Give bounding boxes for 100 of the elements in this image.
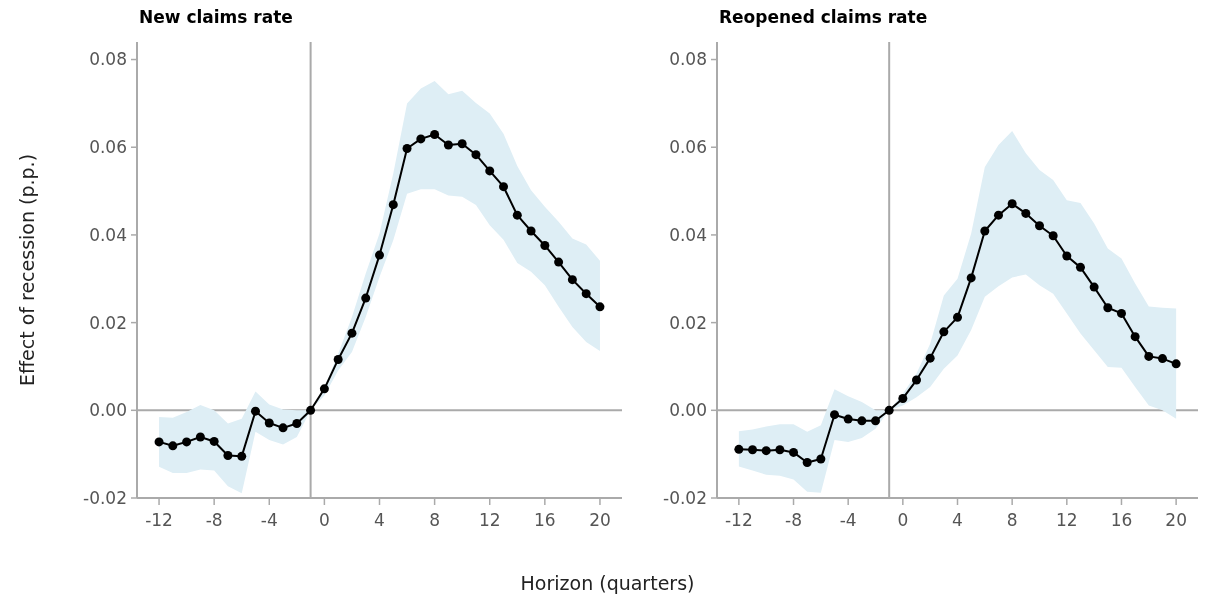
x-tick-label: 20 xyxy=(1165,510,1187,530)
point xyxy=(775,445,785,455)
x-tick-label: -8 xyxy=(785,510,802,530)
x-axis-title: Horizon (quarters) xyxy=(520,572,695,594)
point xyxy=(443,140,453,150)
point xyxy=(993,210,1003,220)
point xyxy=(980,226,990,236)
point xyxy=(485,166,495,176)
x-tick-label: 16 xyxy=(1110,510,1133,530)
point xyxy=(168,441,178,451)
y-tick-label: 0.00 xyxy=(669,400,707,421)
x-tick-label: -4 xyxy=(839,510,857,530)
point xyxy=(416,134,426,144)
y-tick-label: 0.06 xyxy=(89,137,127,158)
point xyxy=(223,450,233,460)
x-tick-label: -12 xyxy=(724,510,753,530)
point xyxy=(802,457,812,467)
point xyxy=(1075,262,1085,272)
x-tick-label: 8 xyxy=(429,510,441,530)
point xyxy=(1089,282,1099,292)
y-tick-label: 0.04 xyxy=(89,224,127,245)
point xyxy=(761,446,771,456)
point xyxy=(748,445,758,455)
point xyxy=(319,384,329,394)
point xyxy=(966,273,976,283)
point xyxy=(278,423,288,433)
point xyxy=(1034,221,1044,231)
y-tick-label: 0.04 xyxy=(669,224,707,245)
point xyxy=(250,406,260,416)
point xyxy=(734,444,744,454)
point xyxy=(361,293,371,303)
x-tick-label: 20 xyxy=(589,510,611,530)
point xyxy=(816,454,826,464)
point xyxy=(333,354,343,364)
y-tick-label: -0.02 xyxy=(83,487,127,508)
point xyxy=(182,437,192,447)
point xyxy=(830,410,840,420)
point xyxy=(1130,332,1140,342)
point xyxy=(843,414,853,424)
point xyxy=(154,437,164,447)
point xyxy=(457,139,467,149)
x-tick-label: 0 xyxy=(897,510,909,530)
y-tick-label: 0.06 xyxy=(669,137,707,158)
point xyxy=(912,375,922,385)
point xyxy=(306,405,316,415)
y-axis-title: Effect of recession (p.p.) xyxy=(16,153,38,387)
point xyxy=(499,182,509,192)
y-tick-label: 0.08 xyxy=(89,49,127,70)
point xyxy=(209,436,219,446)
x-tick-label: 0 xyxy=(318,510,330,530)
point xyxy=(1157,354,1167,364)
point xyxy=(554,257,564,267)
x-tick-label: 12 xyxy=(1056,510,1078,530)
x-tick-label: 4 xyxy=(952,510,963,530)
point xyxy=(388,200,398,210)
point xyxy=(1048,231,1058,241)
point xyxy=(1116,308,1126,318)
x-tick-label: -4 xyxy=(260,510,278,530)
point xyxy=(857,416,867,426)
x-tick-label: 8 xyxy=(1006,510,1018,530)
point xyxy=(581,289,591,299)
point xyxy=(1171,359,1181,369)
point xyxy=(512,210,522,220)
point xyxy=(292,418,302,428)
point xyxy=(789,447,799,457)
point xyxy=(939,327,949,337)
point xyxy=(1144,351,1154,361)
point xyxy=(925,353,935,363)
point xyxy=(347,328,357,338)
point xyxy=(1103,303,1113,313)
point xyxy=(264,418,274,428)
y-tick-label: -0.02 xyxy=(663,487,707,508)
point xyxy=(1021,208,1031,218)
point xyxy=(237,451,247,461)
x-tick-label: -8 xyxy=(205,510,223,530)
chart-title: Reopened claims rate xyxy=(719,7,928,27)
point xyxy=(1062,251,1072,261)
point xyxy=(375,250,384,260)
y-tick-label: 0.00 xyxy=(89,400,127,421)
point xyxy=(1007,199,1017,209)
point xyxy=(871,416,881,426)
point xyxy=(195,432,205,442)
point xyxy=(430,130,440,140)
point xyxy=(953,312,962,322)
y-tick-label: 0.08 xyxy=(669,49,707,70)
y-tick-label: 0.02 xyxy=(669,312,707,333)
point xyxy=(884,405,894,415)
point xyxy=(595,302,605,312)
point xyxy=(526,226,536,236)
x-tick-label: 16 xyxy=(534,510,556,530)
point xyxy=(567,275,577,285)
x-tick-label: 12 xyxy=(478,510,501,530)
point xyxy=(471,150,481,160)
chart-title: New claims rate xyxy=(139,7,293,27)
point xyxy=(402,144,412,154)
x-tick-label: -12 xyxy=(145,510,173,530)
point xyxy=(540,240,550,250)
x-tick-label: 4 xyxy=(374,510,385,530)
y-tick-label: 0.02 xyxy=(89,312,127,333)
point xyxy=(898,393,908,403)
